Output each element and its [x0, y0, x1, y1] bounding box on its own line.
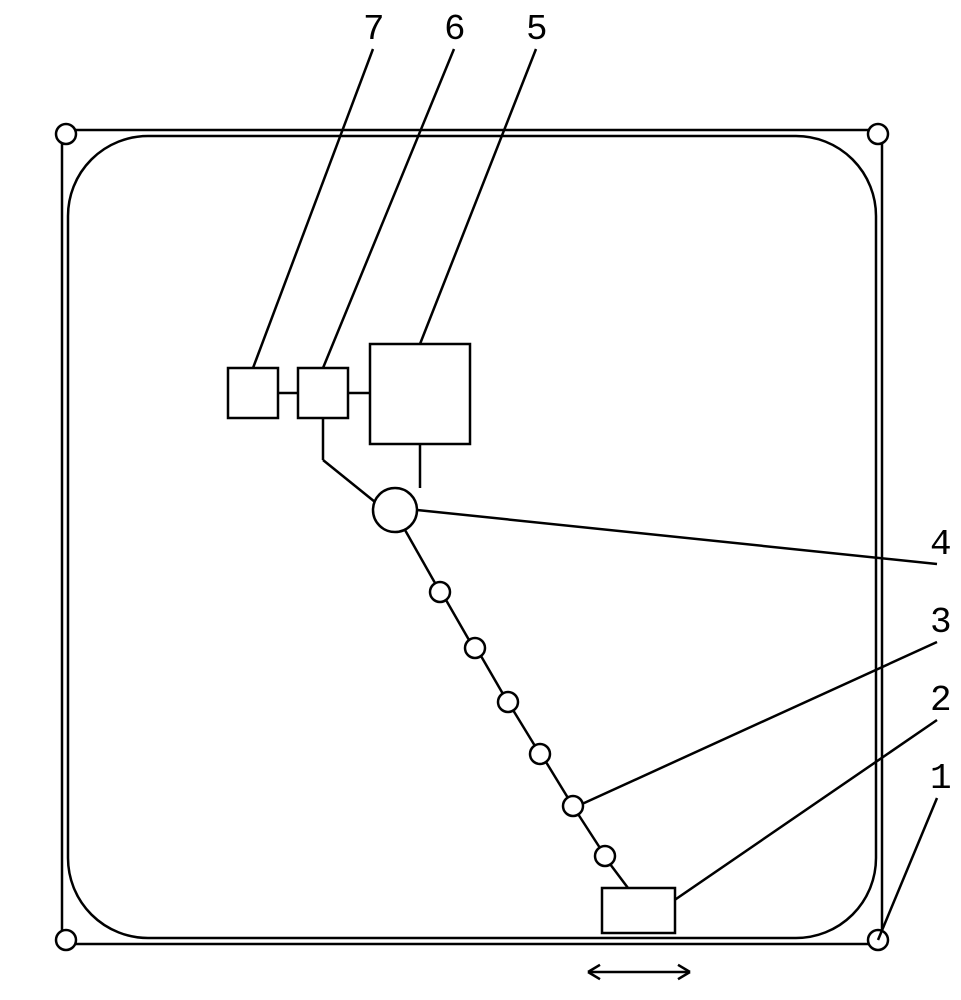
node-big-circle [373, 488, 417, 532]
corner-circle-2 [56, 930, 76, 950]
outer-frame [62, 130, 882, 944]
chain-seg-3 [513, 710, 535, 746]
chain-seg-6 [610, 864, 628, 888]
chain-node-5 [595, 846, 615, 866]
leader-4 [417, 510, 937, 564]
leader-1 [878, 798, 937, 940]
component-box2 [602, 888, 675, 933]
chain-node-1 [465, 638, 485, 658]
leader-3 [582, 642, 937, 804]
corner-circle-0 [56, 124, 76, 144]
chain-seg-2 [481, 656, 503, 694]
chain-seg-1 [446, 600, 469, 640]
label-4: 4 [930, 524, 952, 565]
chain-seg-4 [546, 762, 568, 798]
chain-node-0 [430, 582, 450, 602]
component-box7 [228, 368, 278, 418]
chain-node-3 [530, 744, 550, 764]
chain-seg-0 [405, 530, 435, 583]
component-box5 [370, 344, 470, 444]
leader-6 [323, 49, 454, 368]
connector-5 [323, 460, 375, 502]
chain-seg-5 [578, 814, 600, 848]
chain-node-2 [498, 692, 518, 712]
chain-node-4 [563, 796, 583, 816]
leader-7 [253, 49, 373, 368]
label-5: 5 [526, 9, 548, 50]
label-3: 3 [930, 602, 952, 643]
component-box6 [298, 368, 348, 418]
leader-5 [420, 49, 536, 344]
label-2: 2 [930, 680, 952, 721]
label-7: 7 [363, 9, 385, 50]
corner-circle-1 [868, 124, 888, 144]
schematic-diagram [0, 0, 961, 1000]
label-6: 6 [444, 9, 466, 50]
label-1: 1 [930, 758, 952, 799]
inner-rounded-rect [68, 136, 876, 938]
